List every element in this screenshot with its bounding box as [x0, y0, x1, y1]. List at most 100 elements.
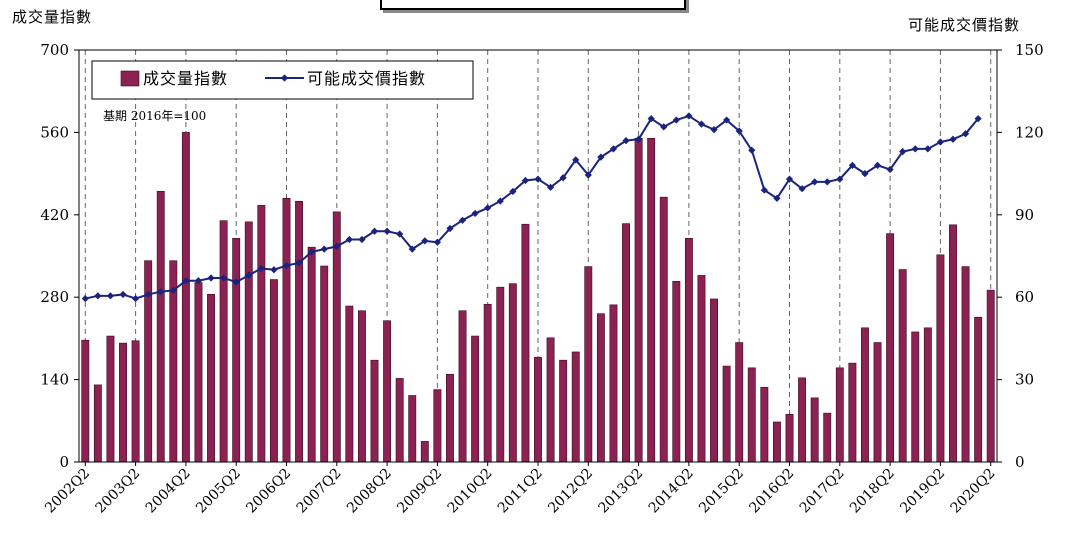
y-right-tick-label: 150: [1015, 41, 1044, 59]
x-tick-label: 2012Q2: [545, 466, 596, 517]
volume-bar: [244, 221, 253, 463]
volume-bar: [420, 441, 429, 463]
volume-bar: [936, 254, 945, 463]
volume-bar: [446, 373, 454, 463]
price-index-point: [697, 120, 706, 128]
price-index-point: [220, 274, 228, 282]
volume-bar: [232, 238, 241, 463]
y-left-tick-label: 140: [40, 371, 69, 389]
price-index-point: [886, 165, 894, 174]
volume-bar: [156, 190, 165, 463]
price-index-point: [735, 127, 743, 135]
price-index-point: [446, 224, 454, 233]
price-index-point: [106, 292, 115, 300]
price-index-point: [282, 262, 291, 270]
line-series: [81, 112, 982, 303]
legend-bar-swatch: [120, 70, 140, 87]
base-period-annotation: 基期 2016年=100: [103, 109, 206, 123]
volume-bar: [672, 281, 681, 463]
x-tick-label: 2015Q2: [696, 466, 747, 517]
volume-bar: [848, 362, 857, 463]
price-index-point: [245, 271, 253, 279]
price-index-point: [773, 194, 781, 202]
price-index-point: [911, 145, 919, 153]
volume-bar: [433, 389, 442, 463]
volume-bar: [634, 137, 643, 463]
volume-bar: [647, 137, 656, 463]
volume-bar: [923, 327, 932, 463]
price-index-point: [748, 146, 756, 154]
x-tick-label: 2018Q2: [847, 466, 898, 517]
price-index-point: [521, 176, 530, 185]
price-index-point: [320, 245, 328, 253]
volume-bar: [873, 342, 882, 463]
volume-bar: [119, 342, 127, 463]
price-index-point: [370, 227, 379, 235]
price-index-point: [131, 294, 140, 303]
volume-bar: [760, 386, 769, 463]
volume-bar: [521, 223, 530, 463]
volume-bar: [886, 233, 895, 463]
volume-bar: [798, 377, 807, 463]
volume-bar: [282, 198, 291, 463]
price-index-point: [798, 185, 806, 193]
price-index-point: [421, 237, 429, 245]
x-tick-label: 2007Q2: [294, 466, 345, 517]
volume-bar: [710, 298, 718, 463]
price-index-point: [974, 115, 982, 123]
y-right-tick-label: 120: [1015, 123, 1044, 141]
price-index-point: [785, 175, 794, 183]
volume-bar: [596, 313, 605, 463]
volume-bar: [345, 305, 354, 463]
volume-bar: [131, 340, 140, 463]
legend-line-marker: [280, 74, 289, 82]
volume-bar: [861, 327, 869, 463]
volume-bar: [496, 286, 505, 463]
price-index-point: [597, 153, 605, 161]
price-index-point: [94, 292, 102, 300]
y-right-tick-label: 0: [1015, 453, 1025, 471]
volume-bar: [395, 378, 404, 463]
price-index-point: [358, 235, 366, 244]
volume-bar: [471, 335, 480, 463]
price-index-point: [961, 130, 970, 138]
y-right-tick-label: 90: [1015, 206, 1034, 224]
volume-bar: [835, 367, 844, 463]
volume-bar: [546, 337, 555, 463]
x-tick-label: 2017Q2: [797, 466, 848, 517]
price-index-point: [194, 277, 203, 285]
bar-series: [81, 132, 995, 463]
volume-bar: [93, 384, 102, 463]
price-index-point: [723, 116, 731, 124]
volume-bar: [684, 238, 693, 463]
x-tick-label: 2019Q2: [897, 466, 948, 517]
y-left-axis-title: 成交量指數: [12, 8, 93, 26]
x-tick-label: 2008Q2: [344, 466, 395, 517]
volume-bar: [622, 223, 630, 463]
volume-bar: [949, 224, 957, 463]
x-tick-label: 2006Q2: [243, 466, 294, 517]
price-index-point: [710, 126, 718, 134]
x-tick-label: 2003Q2: [92, 466, 143, 517]
volume-bar: [722, 365, 731, 463]
volume-bar: [383, 320, 392, 463]
volume-bar: [408, 395, 417, 463]
volume-bar: [219, 220, 228, 463]
y-left-tick-label: 420: [40, 206, 69, 224]
volume-bar: [571, 351, 580, 463]
x-tick-label: 2005Q2: [193, 466, 244, 517]
price-index-point: [295, 259, 303, 267]
price-index-point: [924, 145, 932, 153]
volume-bar: [458, 310, 467, 463]
price-index-point: [383, 227, 391, 235]
price-index-point: [936, 138, 945, 146]
volume-bar: [961, 266, 970, 463]
x-tick-label: 2016Q2: [746, 466, 797, 517]
legend-bar-label: 成交量指數: [143, 69, 228, 88]
volume-bar: [911, 331, 920, 463]
y-right-axis-title: 可能成交價指數: [908, 16, 1021, 34]
price-index-point: [584, 171, 592, 179]
price-index-point: [622, 137, 630, 145]
price-index-point: [169, 286, 177, 294]
volume-bar: [974, 316, 983, 463]
